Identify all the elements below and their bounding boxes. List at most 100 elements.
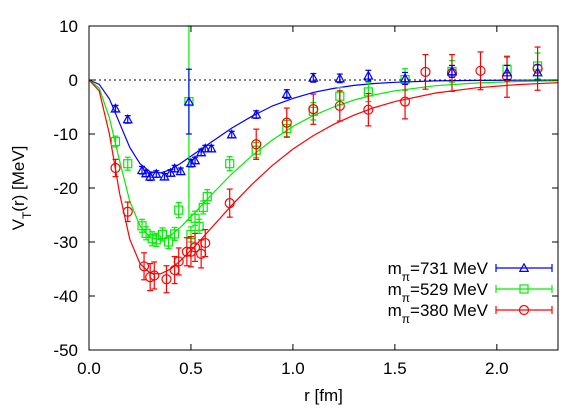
marker: [532, 67, 543, 77]
marker: [175, 165, 186, 176]
marker: [161, 274, 172, 285]
data-point: [170, 226, 180, 241]
data-point: [169, 163, 180, 173]
marker: [138, 261, 150, 272]
y-tick-labels: -50 -40 -30 -20 -10 0 10: [53, 17, 78, 360]
marker: [110, 136, 121, 147]
data-point: [334, 72, 346, 84]
data-points: [110, 25, 543, 294]
y-axis-label-main: V: [9, 218, 28, 230]
data-point: [189, 155, 201, 165]
marker: [399, 96, 411, 107]
marker: [163, 237, 174, 247]
legend-symbol-731: [495, 262, 553, 272]
marker: [149, 270, 160, 281]
data-point: [110, 135, 121, 148]
marker: [420, 66, 431, 78]
marker: [206, 143, 217, 153]
x-tick-label: 1.0: [281, 359, 305, 378]
data-point: [532, 64, 543, 81]
data-point: [281, 88, 293, 99]
x-tick-labels: 0.0 0.5 1.0 1.5 2.0: [77, 359, 508, 378]
data-point: [122, 113, 133, 124]
data-point: [174, 201, 184, 219]
marker: [169, 163, 180, 173]
legend-entry-529: mπ=529 MeV: [388, 280, 553, 305]
marker: [200, 237, 211, 249]
data-point: [110, 158, 121, 178]
marker: [251, 139, 262, 150]
data-point: [157, 227, 168, 242]
ticks: [88, 25, 558, 351]
marker: [183, 96, 195, 106]
data-point: [175, 165, 186, 176]
data-point: [123, 156, 133, 171]
legend-marker: [518, 262, 530, 272]
x-tick-label: 0.5: [179, 359, 203, 378]
marker: [123, 159, 133, 169]
y-tick-label: 10: [59, 17, 78, 36]
data-point: [110, 103, 121, 113]
data-point: [173, 247, 184, 276]
marker: [334, 100, 345, 112]
fit-curve-2: [88, 79, 559, 275]
marker: [363, 70, 374, 80]
data-point: [161, 265, 172, 294]
y-axis-label-sub: T: [20, 211, 34, 219]
data-point: [149, 261, 160, 290]
marker: [173, 256, 184, 267]
data-point: [206, 143, 217, 153]
marker: [198, 202, 208, 213]
y-tick-label: -50: [53, 341, 78, 360]
marker: [446, 65, 458, 76]
marker: [225, 159, 235, 169]
x-tick-label: 1.5: [383, 359, 407, 378]
data-point: [226, 129, 237, 139]
y-tick-label: -40: [53, 287, 78, 306]
y-axis-label-suffix: (r) [MeV]: [9, 146, 28, 212]
marker: [151, 168, 162, 178]
marker: [334, 72, 346, 83]
data-point: [183, 68, 195, 135]
legend-marker: [519, 284, 529, 294]
data-point: [138, 252, 150, 281]
legend-label-731: mπ=731 MeV: [388, 259, 489, 284]
data-point: [475, 51, 486, 91]
marker: [224, 198, 235, 209]
marker: [281, 88, 293, 99]
data-point: [251, 128, 262, 160]
marker: [185, 157, 197, 168]
marker: [157, 229, 168, 240]
data-point: [399, 71, 411, 85]
data-point: [194, 218, 204, 234]
data-point: [189, 232, 201, 263]
legend: mπ=731 MeV mπ=529 MeV mπ=380 MeV: [388, 259, 553, 326]
x-tick-label: 0.0: [77, 359, 101, 378]
marker: [308, 104, 319, 115]
data-point: [446, 64, 458, 78]
marker: [475, 65, 486, 76]
y-tick-label: -10: [53, 125, 78, 144]
legend-label-529: mπ=529 MeV: [388, 280, 489, 305]
marker: [308, 72, 319, 82]
fit-curve-0: [88, 79, 559, 174]
x-axis-label: r [fm]: [304, 386, 343, 405]
data-point: [334, 90, 345, 122]
marker: [141, 228, 151, 238]
marker: [189, 155, 201, 165]
marker: [110, 162, 121, 174]
data-point: [363, 92, 374, 127]
y-tick-label: -20: [53, 179, 78, 198]
legend-entry-380: mπ=380 MeV: [388, 301, 553, 326]
marker: [363, 104, 374, 115]
y-tick-label: 0: [69, 71, 78, 90]
marker: [174, 205, 184, 215]
marker: [110, 103, 121, 113]
marker: [151, 235, 161, 245]
data-point: [122, 201, 133, 223]
data-point: [308, 72, 319, 83]
data-point: [200, 228, 211, 258]
marker: [200, 143, 211, 153]
data-point: [363, 69, 374, 82]
legend-marker: [518, 304, 530, 316]
